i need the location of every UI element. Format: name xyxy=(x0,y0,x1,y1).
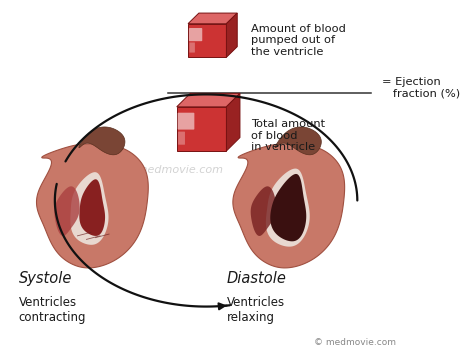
Polygon shape xyxy=(233,144,345,268)
Text: Diastole: Diastole xyxy=(227,271,286,286)
Polygon shape xyxy=(55,186,80,236)
Text: © medmovie.com: © medmovie.com xyxy=(314,338,396,346)
Polygon shape xyxy=(177,93,240,107)
Polygon shape xyxy=(251,186,276,236)
Polygon shape xyxy=(227,93,240,151)
Bar xyxy=(177,107,227,151)
Polygon shape xyxy=(70,172,109,245)
Text: Ventricles
contracting: Ventricles contracting xyxy=(19,296,86,324)
FancyBboxPatch shape xyxy=(190,43,195,53)
FancyBboxPatch shape xyxy=(178,113,194,130)
Polygon shape xyxy=(266,169,310,247)
Polygon shape xyxy=(227,13,237,57)
Text: © medmovie.com: © medmovie.com xyxy=(122,165,223,175)
Bar xyxy=(188,24,227,57)
Polygon shape xyxy=(79,127,125,155)
Text: Ventricles
relaxing: Ventricles relaxing xyxy=(227,296,284,324)
Text: = Ejection
   fraction (%): = Ejection fraction (%) xyxy=(382,77,460,98)
FancyBboxPatch shape xyxy=(189,28,202,41)
FancyBboxPatch shape xyxy=(178,132,185,145)
Text: Systole: Systole xyxy=(19,271,72,286)
Text: Amount of blood
pumped out of
the ventricle: Amount of blood pumped out of the ventri… xyxy=(251,24,346,57)
Polygon shape xyxy=(188,13,237,24)
Polygon shape xyxy=(36,144,148,268)
Polygon shape xyxy=(79,179,105,236)
Polygon shape xyxy=(270,174,306,241)
Text: Total amount
of blood
in ventricle: Total amount of blood in ventricle xyxy=(251,119,325,152)
Polygon shape xyxy=(275,127,321,155)
